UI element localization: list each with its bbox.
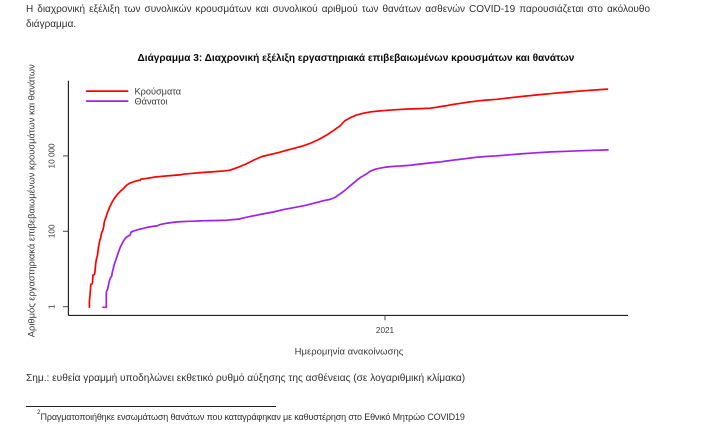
svg-text:Αριθμός εργαστηριακά επιβεβαιω: Αριθμός εργαστηριακά επιβεβαιωμένων κρου…: [27, 64, 37, 337]
svg-text:Κρούσματα: Κρούσματα: [135, 87, 182, 97]
svg-text:Ημερομηνία ανακοίνωσης: Ημερομηνία ανακοίνωσης: [295, 347, 404, 358]
svg-text:10 000: 10 000: [48, 143, 57, 168]
svg-text:100: 100: [48, 224, 57, 238]
svg-text:1: 1: [48, 304, 57, 309]
svg-text:Θάνατοι: Θάνατοι: [135, 97, 168, 107]
svg-text:2021: 2021: [376, 326, 395, 335]
